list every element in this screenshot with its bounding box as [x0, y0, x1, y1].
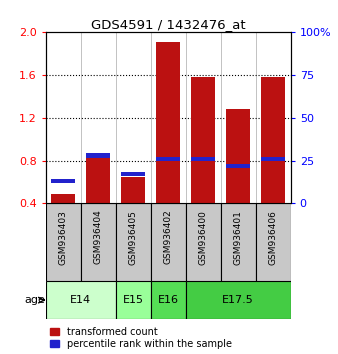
FancyBboxPatch shape [186, 204, 221, 281]
Text: GSM936402: GSM936402 [164, 210, 173, 264]
Legend: transformed count, percentile rank within the sample: transformed count, percentile rank withi… [50, 327, 232, 349]
Bar [86, 153, 111, 158]
Bar [51, 194, 75, 204]
FancyBboxPatch shape [46, 204, 81, 281]
Bar [191, 157, 215, 161]
Text: E16: E16 [158, 295, 179, 305]
Text: GSM936403: GSM936403 [58, 210, 68, 264]
FancyBboxPatch shape [151, 281, 186, 319]
FancyBboxPatch shape [46, 281, 116, 319]
Bar [121, 172, 145, 176]
Bar [156, 41, 180, 204]
Text: GSM936404: GSM936404 [94, 210, 103, 264]
Text: E14: E14 [70, 295, 91, 305]
Bar [226, 109, 250, 204]
Title: GDS4591 / 1432476_at: GDS4591 / 1432476_at [91, 18, 245, 31]
FancyBboxPatch shape [116, 204, 151, 281]
Text: GSM936400: GSM936400 [199, 210, 208, 264]
Bar [261, 157, 285, 161]
Bar [121, 177, 145, 204]
Bar [191, 77, 215, 204]
Text: E15: E15 [123, 295, 144, 305]
Bar [261, 77, 285, 204]
Text: age: age [24, 295, 45, 305]
FancyBboxPatch shape [81, 204, 116, 281]
Text: GSM936401: GSM936401 [234, 210, 243, 264]
FancyBboxPatch shape [221, 204, 256, 281]
FancyBboxPatch shape [186, 281, 291, 319]
Bar [156, 157, 180, 161]
FancyBboxPatch shape [256, 204, 291, 281]
Bar [86, 153, 111, 204]
Bar [226, 164, 250, 168]
FancyBboxPatch shape [151, 204, 186, 281]
Text: E17.5: E17.5 [222, 295, 254, 305]
FancyBboxPatch shape [116, 281, 151, 319]
Bar [51, 179, 75, 183]
Text: GSM936406: GSM936406 [269, 210, 278, 264]
Text: GSM936405: GSM936405 [129, 210, 138, 264]
